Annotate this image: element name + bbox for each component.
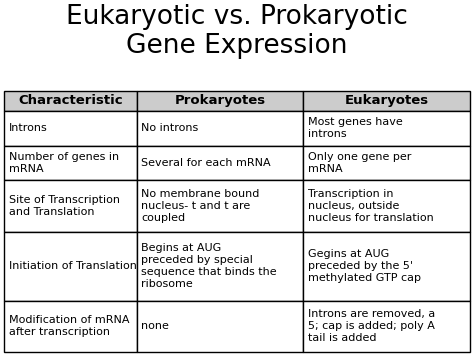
Text: none: none xyxy=(141,321,169,331)
Text: Gegins at AUG
preceded by the 5'
methylated GTP cap: Gegins at AUG preceded by the 5' methyla… xyxy=(308,249,421,283)
Bar xyxy=(303,91,470,111)
Bar xyxy=(137,232,303,301)
Bar xyxy=(303,111,470,146)
Bar xyxy=(4,301,137,352)
Text: Initiation of Translation: Initiation of Translation xyxy=(9,261,137,271)
Text: Most genes have
introns: Most genes have introns xyxy=(308,118,403,140)
Text: Number of genes in
mRNA: Number of genes in mRNA xyxy=(9,152,118,174)
Text: Only one gene per
mRNA: Only one gene per mRNA xyxy=(308,152,411,174)
Text: Introns: Introns xyxy=(9,124,47,133)
Bar xyxy=(303,232,470,301)
Text: Characteristic: Characteristic xyxy=(18,94,123,107)
Text: Eukaryotic vs. Prokaryotic
Gene Expression: Eukaryotic vs. Prokaryotic Gene Expressi… xyxy=(66,4,408,59)
Bar xyxy=(303,146,470,180)
Text: No membrane bound
nucleus- t and t are
coupled: No membrane bound nucleus- t and t are c… xyxy=(141,189,260,223)
Bar xyxy=(303,180,470,232)
Bar xyxy=(4,91,137,111)
Text: Begins at AUG
preceded by special
sequence that binds the
ribosome: Begins at AUG preceded by special sequen… xyxy=(141,243,277,289)
Bar xyxy=(303,301,470,352)
Bar xyxy=(137,180,303,232)
Text: Introns are removed, a
5; cap is added; poly A
tail is added: Introns are removed, a 5; cap is added; … xyxy=(308,309,435,343)
Bar xyxy=(137,111,303,146)
Text: Transcription in
nucleus, outside
nucleus for translation: Transcription in nucleus, outside nucleu… xyxy=(308,189,434,223)
Bar xyxy=(4,111,137,146)
Text: Prokaryotes: Prokaryotes xyxy=(174,94,265,107)
Bar xyxy=(4,146,137,180)
Bar xyxy=(4,180,137,232)
Text: Several for each mRNA: Several for each mRNA xyxy=(141,158,271,168)
Bar xyxy=(137,91,303,111)
Text: Modification of mRNA
after transcription: Modification of mRNA after transcription xyxy=(9,315,129,337)
Bar xyxy=(4,232,137,301)
Text: Eukaryotes: Eukaryotes xyxy=(345,94,429,107)
Bar xyxy=(137,301,303,352)
Text: No introns: No introns xyxy=(141,124,199,133)
Text: Site of Transcription
and Translation: Site of Transcription and Translation xyxy=(9,195,119,217)
Bar xyxy=(137,146,303,180)
